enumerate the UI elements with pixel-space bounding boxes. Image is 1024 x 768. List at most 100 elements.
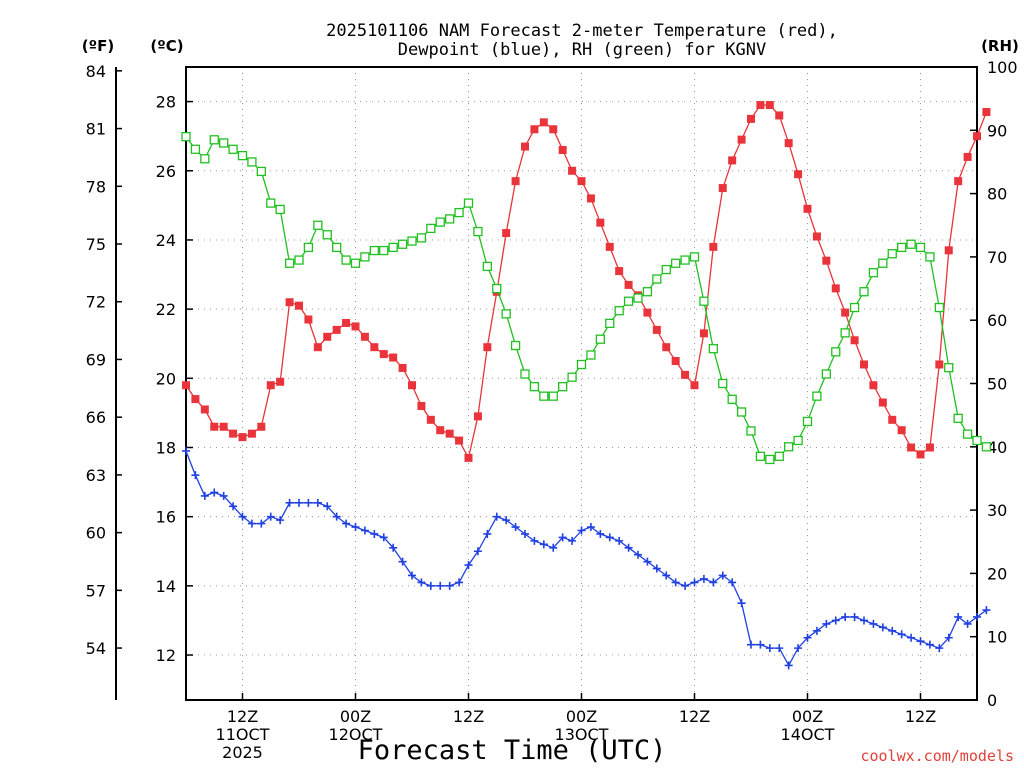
celsius-tick-label: 24 <box>156 231 176 250</box>
data-point <box>313 343 322 352</box>
data-point <box>954 612 963 621</box>
data-point <box>935 644 944 653</box>
data-point <box>304 498 313 507</box>
data-point <box>784 442 794 452</box>
data-point <box>718 184 727 193</box>
data-point <box>954 177 963 186</box>
data-point <box>191 471 200 480</box>
data-point <box>671 578 680 587</box>
data-point <box>944 246 953 255</box>
source-credit: coolwx.com/models <box>860 747 1014 765</box>
data-point <box>849 302 860 313</box>
data-series <box>181 101 992 670</box>
data-point <box>718 378 728 389</box>
data-point <box>831 284 840 293</box>
chart-title-line-2: Dewpoint (blue), RH (green) for KGNV <box>398 40 766 60</box>
data-point <box>981 442 992 452</box>
data-point <box>558 382 568 392</box>
data-point <box>257 519 266 528</box>
data-point <box>463 198 474 208</box>
data-point <box>511 177 520 186</box>
data-point <box>191 395 200 404</box>
x-tick-label: 00Z <box>340 707 371 726</box>
rh-tick-label: 90 <box>987 121 1007 140</box>
data-point <box>473 226 483 237</box>
data-point <box>257 422 266 431</box>
data-point <box>389 353 398 362</box>
data-point <box>690 381 699 390</box>
data-point <box>860 616 868 625</box>
rh-tick-label: 80 <box>987 185 1007 204</box>
data-point <box>596 529 605 538</box>
x-tick-label: 11OCT <box>216 725 270 744</box>
data-point <box>408 381 416 390</box>
data-point <box>351 523 360 532</box>
data-point <box>586 523 595 532</box>
gridlines <box>186 67 977 700</box>
data-point <box>840 328 850 338</box>
data-point <box>859 287 869 297</box>
data-point <box>369 245 379 256</box>
data-point <box>568 536 577 545</box>
data-point <box>925 640 934 649</box>
data-point <box>624 280 633 289</box>
data-point <box>869 381 878 390</box>
data-point <box>662 343 671 352</box>
data-point <box>285 498 294 507</box>
data-point <box>841 308 850 317</box>
data-point <box>530 536 539 545</box>
data-point <box>548 391 558 401</box>
data-point <box>765 644 774 653</box>
data-point <box>417 401 426 410</box>
celsius-tick-label: 20 <box>156 369 176 388</box>
celsius-tick-label: 16 <box>156 508 176 527</box>
data-point <box>200 491 209 500</box>
data-point <box>464 561 473 570</box>
data-point <box>219 422 228 431</box>
data-point <box>445 581 454 590</box>
data-point <box>294 255 304 265</box>
data-point <box>850 336 859 345</box>
rh-tick-label: 10 <box>987 628 1007 647</box>
data-point <box>511 523 520 532</box>
data-point <box>416 233 427 243</box>
data-point <box>190 144 201 154</box>
data-point <box>200 154 210 164</box>
fahrenheit-tick-label: 57 <box>86 581 106 600</box>
data-point <box>266 381 275 390</box>
data-point <box>822 256 831 265</box>
data-point <box>322 230 332 240</box>
data-point <box>577 177 586 186</box>
data-point <box>455 578 464 587</box>
data-point <box>397 239 408 249</box>
data-point <box>266 198 276 208</box>
data-point <box>973 612 981 621</box>
data-point <box>916 637 925 646</box>
data-point <box>558 533 567 542</box>
data-point <box>482 261 492 272</box>
data-point <box>473 547 482 556</box>
data-point <box>982 107 991 116</box>
data-point <box>445 214 455 224</box>
data-point <box>973 132 981 141</box>
series-open-square <box>181 131 992 465</box>
data-point <box>520 369 530 379</box>
data-point <box>962 429 973 439</box>
fahrenheit-tick-label: 84 <box>86 62 106 81</box>
data-point <box>709 242 718 251</box>
data-point <box>276 516 285 525</box>
data-point <box>379 245 389 256</box>
data-point <box>210 422 219 431</box>
data-point <box>736 407 747 417</box>
data-point <box>916 450 925 459</box>
data-point <box>681 370 690 379</box>
data-point <box>888 415 897 424</box>
data-point <box>897 242 907 253</box>
data-point <box>370 343 379 352</box>
data-point <box>623 296 634 306</box>
data-point <box>784 661 793 670</box>
data-point <box>266 512 275 521</box>
data-point <box>219 138 229 148</box>
data-point <box>925 443 934 452</box>
data-point <box>501 309 511 319</box>
